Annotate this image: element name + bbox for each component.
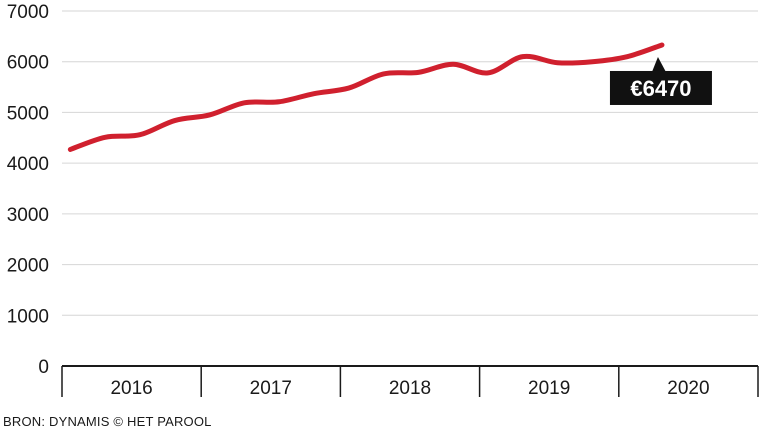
y-tick-label: 6000 [7,53,49,74]
x-axis [61,365,759,397]
series-line [67,42,665,152]
y-axis-labels: 0 1000 2000 3000 4000 5000 6000 7000 [7,2,49,378]
source-credit: BRON: DYNAMIS © HET PAROOL [3,414,212,429]
y-tick-label: 4000 [7,154,49,175]
callout-pointer [651,56,666,72]
y-tick-label: 3000 [7,205,49,226]
y-tick-label: 5000 [7,103,49,124]
x-axis-labels: 2016 2017 2018 2019 2020 [110,378,709,399]
value-callout: €6470 [609,56,712,105]
y-tick-label: 2000 [7,256,49,277]
callout-box [609,70,712,105]
x-tick-label: 2020 [667,378,709,399]
y-tick-label: 0 [38,357,49,378]
y-tick-label: 1000 [7,306,49,327]
x-tick-label: 2019 [528,378,570,399]
y-tick-label: 7000 [7,2,49,23]
gridlines [62,10,758,316]
x-tick-label: 2018 [389,378,431,399]
x-tick-label: 2016 [110,378,152,399]
x-tick-label: 2017 [250,378,292,399]
callout-label: €6470 [630,76,691,101]
